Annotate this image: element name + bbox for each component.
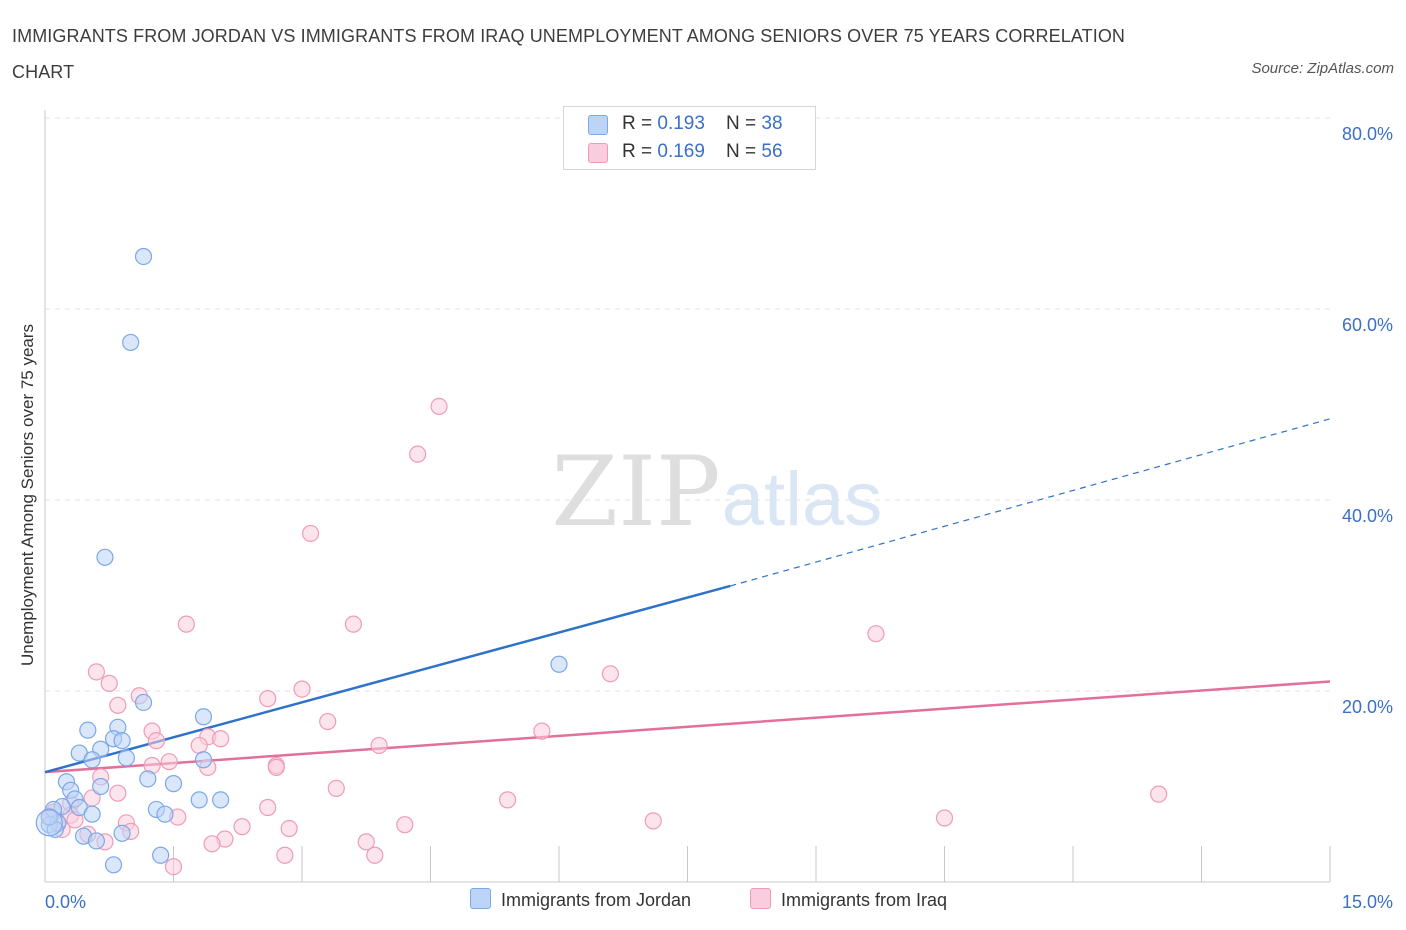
jordan-point	[92, 777, 110, 796]
jordan-point	[87, 832, 106, 850]
iraq-point	[267, 758, 285, 777]
jordan-swatch	[588, 115, 608, 135]
jordan-point	[96, 548, 114, 566]
jordan-point	[550, 655, 568, 673]
jordan-point	[164, 775, 183, 793]
iraq-point	[212, 730, 230, 748]
iraq-point	[409, 445, 427, 463]
iraq-point	[177, 615, 195, 633]
iraq-legend-swatch	[750, 888, 771, 909]
iraq-point	[160, 753, 178, 771]
iraq-point	[109, 784, 127, 802]
tick-labels: 20.0% 40.0% 60.0% 80.0% 0.0% 15.0%	[45, 124, 1393, 912]
jordan-point	[212, 791, 230, 809]
jordan-point	[117, 749, 135, 767]
jordan-n-value: 38	[761, 113, 783, 134]
iraq-trend-line	[44, 680, 1331, 774]
iraq-point	[366, 846, 384, 864]
x-tick-label-min: 0.0%	[45, 892, 86, 912]
iraq-point	[109, 696, 127, 714]
iraq-point	[147, 732, 165, 750]
y-tick-label: 40.0%	[1342, 506, 1393, 526]
iraq-point	[533, 722, 551, 740]
data-points	[35, 247, 1168, 876]
watermark: ZIP atlas	[551, 436, 882, 548]
jordan-point	[134, 247, 153, 266]
jordan-point	[113, 732, 131, 750]
jordan-point	[152, 846, 170, 864]
iraq-point	[293, 680, 311, 698]
iraq-point	[499, 791, 517, 809]
jordan-point	[139, 770, 157, 788]
jordan-point	[40, 808, 58, 826]
jordan-legend-label: Immigrants from Jordan	[501, 890, 692, 910]
iraq-point	[203, 835, 221, 853]
iraq-point	[430, 397, 448, 416]
jordan-point	[113, 824, 131, 842]
iraq-point	[601, 665, 620, 683]
iraq-r-value: 0.169	[657, 141, 705, 162]
bottom-legend-jordan: Immigrants from Jordan	[470, 888, 691, 911]
gridlines	[45, 117, 1330, 692]
iraq-n-value: 56	[761, 141, 783, 162]
iraq-point	[259, 690, 277, 708]
iraq-point	[100, 674, 118, 692]
y-tick-label: 80.0%	[1342, 124, 1393, 144]
jordan-n-label: N =	[726, 113, 762, 134]
y-tick-label: 60.0%	[1342, 315, 1393, 335]
bottom-legend-iraq: Immigrants from Iraq	[750, 888, 947, 911]
y-tick-label: 20.0%	[1342, 697, 1393, 717]
iraq-point	[1150, 785, 1168, 803]
iraq-point	[357, 833, 375, 851]
iraq-point	[644, 812, 662, 830]
iraq-r-label: R =	[622, 141, 658, 162]
iraq-point	[935, 809, 954, 827]
iraq-legend-label: Immigrants from Iraq	[781, 890, 948, 910]
jordan-legend-swatch	[470, 888, 491, 909]
iraq-point	[301, 524, 320, 543]
jordan-r-value: 0.193	[657, 113, 705, 134]
iraq-point	[370, 736, 388, 755]
jordan-cluster-point	[35, 809, 63, 837]
iraq-point	[233, 818, 251, 836]
iraq-swatch	[588, 143, 608, 163]
jordan-trend-line	[44, 584, 731, 774]
iraq-point	[396, 816, 414, 834]
jordan-point	[104, 856, 123, 874]
iraq-point	[164, 858, 183, 876]
jordan-point	[79, 721, 97, 739]
source-label: Source: ZipAtlas.com	[1251, 60, 1394, 77]
iraq-point	[327, 779, 345, 798]
iraq-point	[867, 625, 885, 643]
chart-title: IMMIGRANTS FROM JORDAN VS IMMIGRANTS FRO…	[12, 26, 1126, 82]
iraq-n-label: N =	[726, 141, 762, 162]
iraq-point	[190, 736, 208, 755]
jordan-point	[122, 333, 140, 352]
iraq-point	[276, 846, 294, 864]
iraq-point	[319, 712, 337, 731]
jordan-trend-extension	[730, 418, 1331, 587]
x-tick-label-max: 15.0%	[1342, 892, 1393, 912]
jordan-point	[134, 693, 153, 712]
iraq-point	[344, 615, 362, 633]
iraq-point	[280, 819, 298, 838]
correlation-legend: R = 0.193 N = 38 R = 0.169 N = 56	[563, 106, 816, 170]
trend-lines	[44, 418, 1331, 774]
jordan-point	[156, 805, 174, 823]
jordan-point	[190, 791, 208, 809]
jordan-point	[194, 708, 213, 726]
iraq-point	[87, 663, 106, 681]
iraq-point	[259, 798, 277, 817]
jordan-point	[83, 805, 101, 823]
watermark-zip: ZIP	[551, 436, 720, 548]
jordan-point	[83, 751, 101, 769]
axes	[44, 110, 1331, 883]
jordan-r-label: R =	[622, 113, 658, 134]
jordan-point	[194, 751, 213, 769]
y-axis-label: Unemployment Among Seniors over 75 years	[18, 323, 37, 667]
